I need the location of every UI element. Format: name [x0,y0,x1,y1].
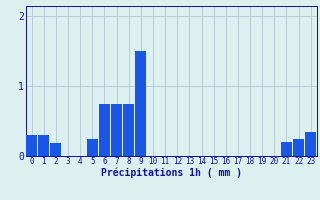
Bar [305,132,316,156]
Bar [123,104,134,156]
X-axis label: Précipitations 1h ( mm ): Précipitations 1h ( mm ) [101,168,242,178]
Bar [293,139,304,156]
Bar [281,142,292,156]
Bar [99,104,110,156]
Bar [135,51,146,156]
Bar [51,143,61,156]
Bar [87,139,98,156]
Bar [26,135,37,156]
Bar [38,135,49,156]
Bar [111,104,122,156]
